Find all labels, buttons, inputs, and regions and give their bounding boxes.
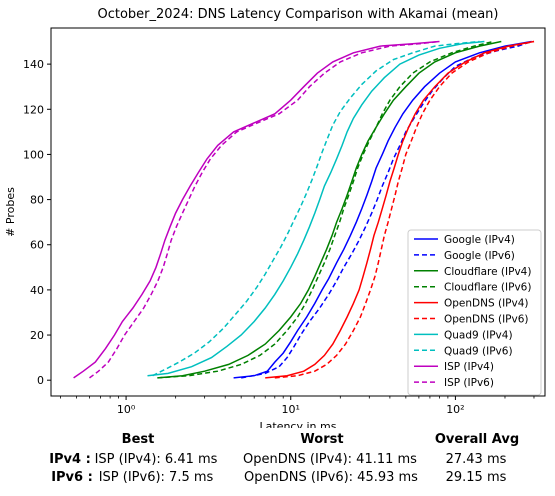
- y-tick-label: 20: [30, 329, 44, 342]
- y-tick-label: 60: [30, 239, 44, 252]
- legend-label: Google (IPv6): [444, 250, 515, 262]
- legend: Google (IPv4) Google (IPv6) Cloudflare (IP…: [407, 229, 542, 396]
- header-best: Best: [121, 432, 155, 447]
- best-ipv4: ISP (IPv4): 6.41 ms: [94, 452, 218, 467]
- legend-label: OpenDNS (IPv6): [444, 314, 529, 326]
- y-tick-label: 0: [37, 374, 44, 387]
- series-line-4: [265, 40, 535, 379]
- latency-chart: October_2024: DNS Latency Comparison wit…: [4, 7, 546, 428]
- legend-label: Cloudflare (IPv4): [444, 266, 531, 278]
- y-tick-label: 80: [30, 194, 44, 207]
- plot-frame: [50, 27, 546, 397]
- axes: 10⁰ 10¹ 10² 0 20 40 60 80 100 120 140: [23, 58, 535, 416]
- overall-ipv6: 29.15 ms: [445, 470, 507, 485]
- legend-box: [407, 229, 542, 396]
- legend-label: Quad9 (IPv6): [444, 345, 513, 357]
- header-worst: Worst: [300, 432, 344, 447]
- legend-label: OpenDNS (IPv4): [444, 298, 529, 310]
- series-line-3: [157, 40, 494, 379]
- series-line-0: [233, 40, 532, 379]
- legend-label: Quad9 (IPv4): [444, 329, 513, 341]
- worst-ipv6: OpenDNS (IPv6): 45.93 ms: [244, 470, 418, 485]
- row-label-ipv6: IPv6 :: [51, 470, 93, 485]
- series-line-5: [274, 40, 535, 379]
- legend-label: ISP (IPv6): [444, 377, 494, 389]
- chart-title: October_2024: DNS Latency Comparison wit…: [98, 7, 499, 22]
- series-line-7: [152, 40, 480, 377]
- best-ipv6: ISP (IPv6): 7.5 ms: [98, 470, 214, 485]
- x-tick-label: 10⁰: [117, 403, 136, 416]
- row-label-ipv4: IPv4 :: [49, 452, 91, 467]
- x-tick-label: 10²: [446, 403, 464, 416]
- x-axis-label: Latency in ms: [260, 420, 337, 428]
- legend-label: Cloudflare (IPv6): [444, 282, 531, 294]
- legend-label: Google (IPv4): [444, 234, 515, 246]
- series-line-9: [89, 40, 440, 379]
- y-tick-label: 40: [30, 284, 44, 297]
- plot-lines: [73, 40, 535, 379]
- y-tick-label: 100: [23, 148, 44, 161]
- y-tick-label: 140: [23, 58, 44, 71]
- y-tick-label: 120: [23, 103, 44, 116]
- overall-ipv4: 27.43 ms: [445, 452, 507, 467]
- series-line-2: [157, 40, 502, 379]
- summary-table: Best Worst Overall Avg IPv4 : ISP (IPv4)…: [0, 428, 555, 496]
- legend-label: ISP (IPv4): [444, 361, 494, 373]
- header-overall: Overall Avg: [434, 432, 520, 447]
- x-tick-label: 10¹: [282, 403, 300, 416]
- series-line-8: [73, 40, 440, 379]
- worst-ipv4: OpenDNS (IPv4): 41.11 ms: [243, 452, 417, 467]
- series-line-6: [147, 40, 485, 377]
- y-axis-label: # Probes: [4, 187, 17, 237]
